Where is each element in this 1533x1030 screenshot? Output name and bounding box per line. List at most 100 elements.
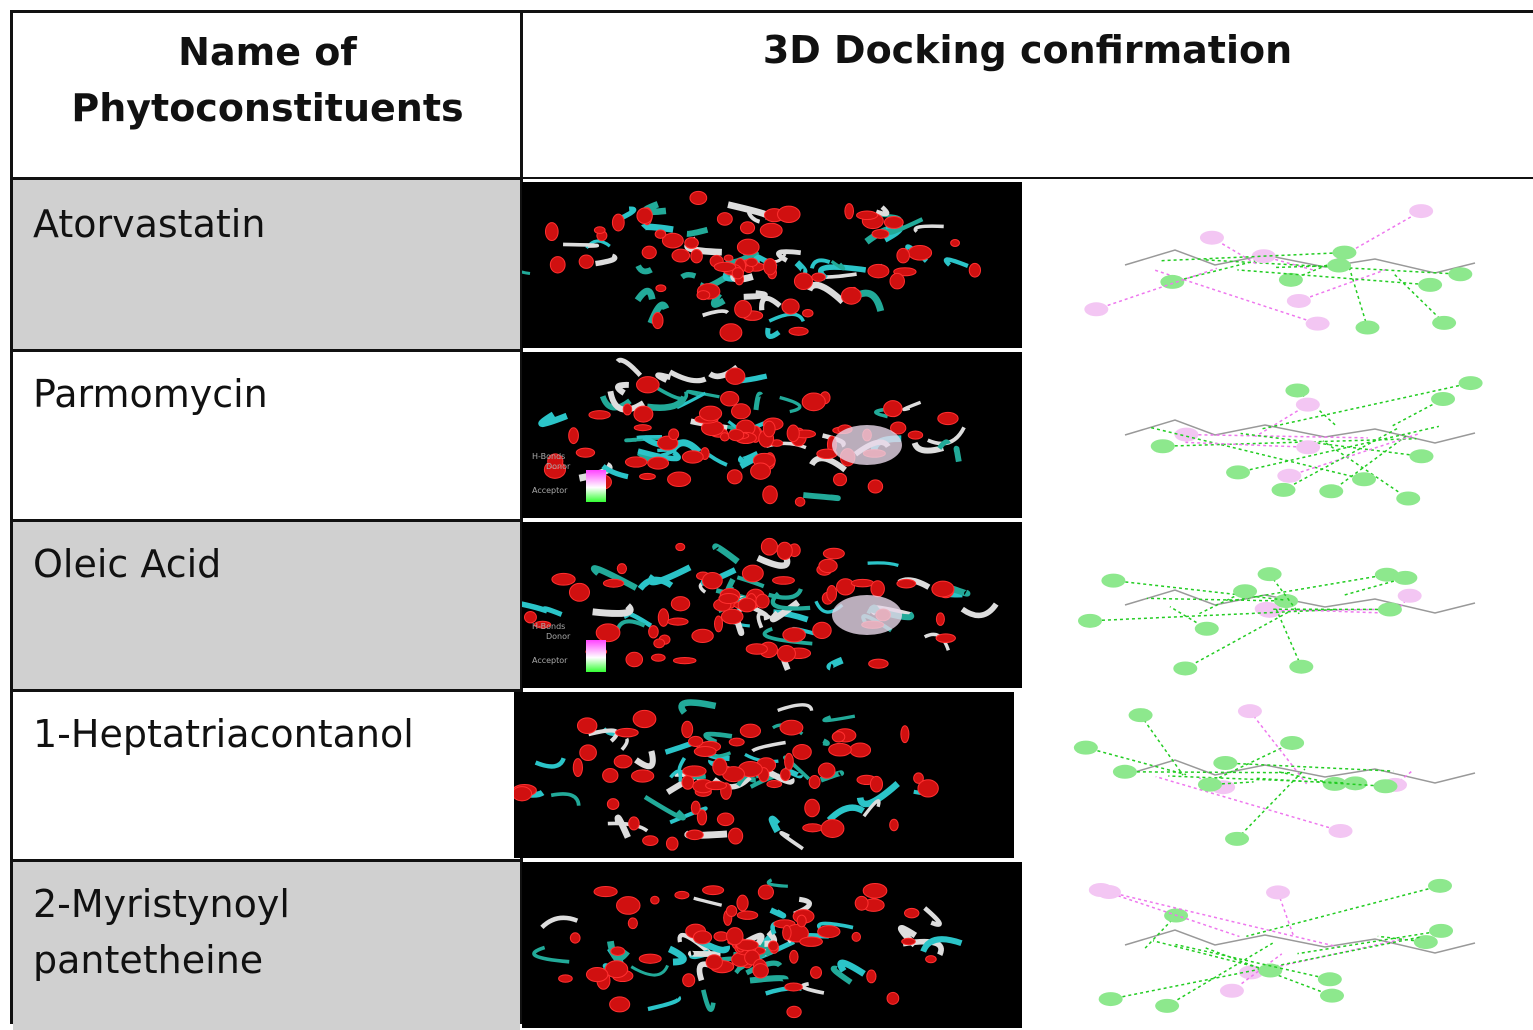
helix (596, 624, 620, 642)
residue (1238, 704, 1262, 718)
helix (738, 598, 756, 612)
helix (785, 983, 803, 991)
compound-name: 2-Myristynoyl pantetheine (33, 876, 463, 988)
ribbon (769, 589, 801, 598)
ribbon (823, 741, 827, 744)
residue (1084, 302, 1108, 316)
residue (1213, 756, 1237, 770)
compound-name: Atorvastatin (33, 196, 463, 252)
helix (706, 955, 722, 970)
residue (1431, 392, 1455, 406)
residue (1220, 984, 1244, 998)
helix (580, 745, 597, 761)
ribbon (618, 385, 629, 393)
residue (1318, 972, 1342, 986)
ribbon (750, 978, 786, 980)
helix (594, 887, 617, 897)
compound-name: Parmomycin (33, 366, 463, 422)
residue (1272, 483, 1296, 497)
helix (623, 404, 632, 415)
surface (832, 425, 902, 465)
helix (777, 646, 795, 662)
ligand (1125, 250, 1475, 273)
helix (737, 911, 757, 919)
helix (726, 368, 745, 384)
helix (651, 654, 665, 661)
residue (1285, 383, 1309, 397)
helix (569, 583, 589, 601)
interaction (1147, 598, 1286, 601)
ribbon (658, 375, 670, 380)
helix (787, 1006, 801, 1017)
name-cell: Oleic Acid (13, 520, 520, 690)
ribbon (638, 266, 651, 272)
helix (728, 828, 742, 844)
residue (1393, 571, 1417, 585)
helix (682, 721, 693, 737)
helix (836, 579, 854, 595)
helix (870, 776, 882, 792)
helix (576, 448, 594, 457)
interaction-2d-image (1025, 520, 1533, 690)
residue (1195, 622, 1219, 636)
ribbon (563, 244, 597, 246)
helix (573, 759, 582, 777)
ribbon (643, 227, 673, 230)
helix (668, 618, 688, 625)
header-text: 3D Docking confirmation (522, 24, 1533, 76)
residue (1332, 246, 1356, 260)
residue (1459, 376, 1483, 390)
ribbon (534, 947, 569, 961)
helix (818, 763, 835, 778)
helix (648, 457, 669, 469)
ribbon (841, 963, 864, 974)
ribbon (771, 910, 784, 916)
ribbon (830, 660, 842, 667)
ribbon (781, 833, 803, 849)
interaction (1096, 268, 1217, 309)
ribbon (694, 898, 722, 905)
helix (651, 896, 659, 904)
residue (1078, 614, 1102, 628)
ribbon (651, 567, 690, 582)
residue (1428, 879, 1452, 893)
helix (634, 406, 653, 422)
helix (811, 967, 822, 979)
helix (805, 799, 820, 817)
helix (740, 724, 760, 737)
helix (617, 564, 626, 574)
interaction (1101, 890, 1240, 936)
ribbon (593, 606, 631, 614)
helix (768, 941, 778, 951)
helix (737, 895, 748, 911)
helix (727, 470, 742, 484)
interaction (1185, 612, 1289, 669)
helix (603, 768, 618, 782)
helix (658, 609, 668, 627)
residue (1409, 204, 1433, 218)
helix (640, 473, 656, 479)
residue (1226, 465, 1250, 479)
helix (790, 950, 798, 963)
residue (1319, 484, 1343, 498)
interaction (1237, 270, 1430, 285)
helix (655, 230, 666, 239)
ribbon (756, 394, 761, 410)
ligand (1125, 760, 1475, 783)
ribbon (962, 604, 996, 615)
helix (813, 622, 832, 638)
helix (834, 473, 847, 485)
surface (832, 595, 902, 635)
helix (793, 745, 812, 760)
helix (803, 309, 813, 317)
ribbon (778, 252, 800, 261)
ribbon (939, 442, 948, 448)
helix (626, 652, 643, 666)
helix (726, 906, 736, 917)
residue (1101, 574, 1125, 588)
helix (717, 813, 733, 826)
helix (868, 264, 889, 278)
helix (763, 421, 775, 437)
helix (639, 954, 661, 963)
